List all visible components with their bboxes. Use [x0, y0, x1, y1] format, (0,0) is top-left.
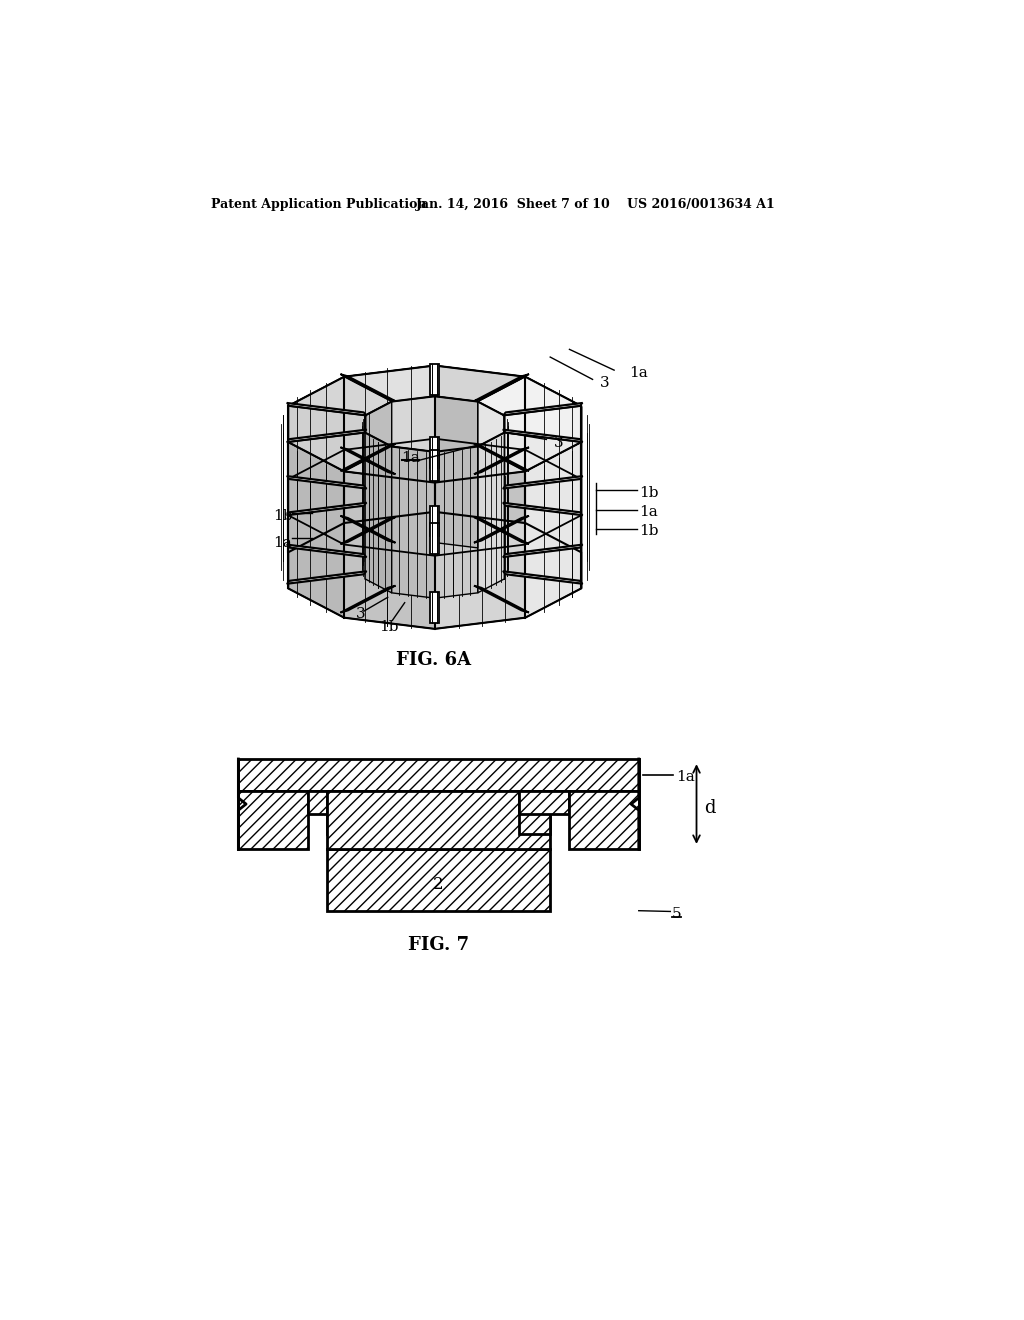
Polygon shape: [287, 477, 367, 488]
Polygon shape: [287, 544, 367, 557]
Polygon shape: [340, 586, 395, 612]
Polygon shape: [519, 792, 569, 814]
Polygon shape: [288, 433, 392, 471]
Polygon shape: [504, 407, 582, 442]
Text: 2: 2: [433, 876, 443, 894]
Polygon shape: [430, 591, 439, 623]
Polygon shape: [366, 433, 392, 593]
Polygon shape: [327, 792, 357, 834]
Polygon shape: [478, 433, 504, 593]
Text: 1b: 1b: [639, 524, 658, 539]
Polygon shape: [525, 376, 582, 552]
Text: Patent Application Publication: Patent Application Publication: [211, 198, 427, 211]
Polygon shape: [344, 366, 435, 523]
Text: 3: 3: [356, 607, 366, 622]
Polygon shape: [430, 364, 439, 395]
Text: Jan. 14, 2016  Sheet 7 of 10: Jan. 14, 2016 Sheet 7 of 10: [416, 198, 610, 211]
Polygon shape: [392, 446, 435, 598]
Text: US 2016/0013634 A1: US 2016/0013634 A1: [628, 198, 775, 211]
Polygon shape: [569, 792, 639, 849]
Polygon shape: [525, 442, 582, 618]
Polygon shape: [327, 849, 550, 911]
Polygon shape: [519, 792, 550, 834]
Polygon shape: [430, 524, 439, 554]
Polygon shape: [430, 450, 439, 480]
Bar: [239, 759, 639, 792]
Polygon shape: [340, 374, 395, 401]
Polygon shape: [435, 366, 525, 523]
Polygon shape: [430, 506, 439, 536]
Text: 1a: 1a: [273, 536, 292, 549]
Polygon shape: [435, 396, 478, 548]
Polygon shape: [503, 544, 583, 557]
Polygon shape: [503, 572, 583, 583]
Polygon shape: [340, 517, 395, 544]
Polygon shape: [327, 792, 550, 849]
Polygon shape: [307, 792, 357, 814]
Polygon shape: [287, 429, 367, 442]
Polygon shape: [474, 516, 529, 543]
Text: 1a: 1a: [630, 367, 648, 380]
Polygon shape: [344, 471, 435, 628]
Polygon shape: [287, 503, 367, 515]
Polygon shape: [344, 366, 435, 401]
Text: d: d: [705, 800, 716, 817]
Text: 1b: 1b: [639, 486, 658, 500]
Polygon shape: [474, 517, 529, 544]
Polygon shape: [435, 471, 525, 628]
Polygon shape: [474, 586, 529, 612]
Polygon shape: [288, 376, 392, 416]
Polygon shape: [503, 503, 583, 515]
Text: 5: 5: [672, 907, 682, 921]
Polygon shape: [503, 429, 583, 442]
Text: 3: 3: [554, 436, 563, 450]
Polygon shape: [288, 407, 366, 442]
Polygon shape: [435, 446, 478, 598]
Text: 1a: 1a: [676, 770, 694, 784]
Polygon shape: [287, 572, 367, 583]
Text: 1b: 1b: [273, 508, 293, 523]
Polygon shape: [503, 477, 583, 488]
Polygon shape: [239, 792, 307, 849]
Text: FIG. 7: FIG. 7: [408, 936, 469, 954]
Polygon shape: [430, 437, 439, 467]
Polygon shape: [435, 366, 525, 401]
Polygon shape: [435, 446, 525, 483]
Polygon shape: [474, 447, 529, 474]
Polygon shape: [474, 374, 529, 401]
Polygon shape: [366, 401, 392, 562]
Polygon shape: [288, 376, 344, 552]
Polygon shape: [340, 447, 395, 474]
Text: 1a: 1a: [401, 451, 420, 465]
Text: 1b: 1b: [379, 620, 398, 635]
Polygon shape: [478, 401, 504, 562]
Polygon shape: [478, 433, 582, 471]
Polygon shape: [344, 446, 435, 483]
Polygon shape: [474, 444, 529, 471]
Polygon shape: [340, 516, 395, 543]
Polygon shape: [288, 442, 344, 618]
Polygon shape: [478, 376, 582, 416]
Text: 3: 3: [600, 376, 610, 389]
Polygon shape: [503, 403, 583, 416]
Polygon shape: [287, 403, 367, 416]
Polygon shape: [340, 444, 395, 471]
Text: FIG. 6A: FIG. 6A: [395, 651, 471, 669]
Text: 1a: 1a: [639, 506, 657, 519]
